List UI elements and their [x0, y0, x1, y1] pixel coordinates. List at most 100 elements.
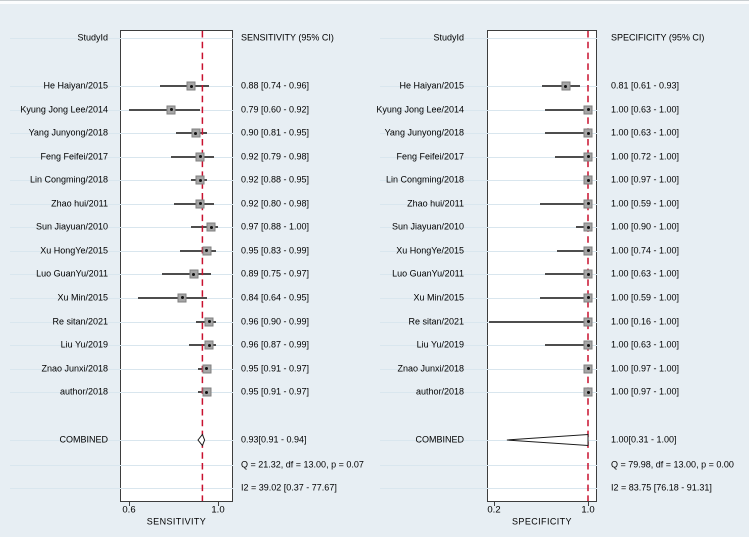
study-label: Liu Yu/2019	[60, 339, 108, 350]
grid-line	[380, 392, 597, 394]
grid-line	[380, 109, 597, 111]
grid-line	[10, 133, 233, 135]
x-axis-tick	[494, 502, 495, 506]
point-marker	[583, 222, 593, 232]
grid-line	[10, 180, 233, 182]
point-dot	[586, 131, 590, 135]
ci-line	[191, 226, 218, 229]
point-marker	[583, 293, 593, 303]
grid-line	[10, 38, 233, 39]
top-margin	[0, 0, 749, 4]
heterogeneity-q-text: Q = 79.98, df = 13.00, p = 0.00	[611, 459, 734, 470]
point-marker	[583, 269, 593, 279]
study-label: Kyung Jong Lee/2014	[20, 104, 108, 115]
ci-line	[555, 155, 588, 158]
study-label: He Haiyan/2015	[399, 80, 464, 91]
estimate-text: 1.00 [0.72 - 1.00]	[611, 151, 680, 162]
estimate-text: 1.00 [0.16 - 1.00]	[611, 316, 680, 326]
point-dot	[207, 343, 211, 347]
study-label: Re sitan/2021	[52, 316, 108, 326]
estimate-text: 1.00 [0.97 - 1.00]	[611, 386, 680, 397]
grid-line	[10, 156, 233, 158]
ci-line	[576, 226, 588, 229]
grid-line	[380, 86, 597, 87]
x-axis-tick-label: 1.0	[581, 504, 595, 516]
point-dot	[207, 320, 211, 323]
column-header-estimate: SENSITIVITY (95% CI)	[241, 32, 334, 43]
column-header-studyid: StudyId	[77, 32, 108, 43]
study-label: Lin Congming/2018	[385, 174, 464, 185]
column-header-studyid: StudyId	[433, 32, 464, 43]
grid-line	[380, 38, 597, 39]
grid-line	[380, 465, 597, 466]
study-label: Lin Congming/2018	[29, 174, 108, 185]
estimate-text: 0.89 [0.75 - 0.97]	[241, 268, 310, 279]
point-marker	[202, 246, 212, 256]
grid-line	[10, 392, 233, 394]
point-marker	[204, 317, 214, 326]
study-label: Feng Feifei/2017	[396, 151, 464, 162]
i-squared-text: I2 = 83.75 [76.18 - 91.31]	[611, 482, 712, 493]
grid-line	[10, 297, 233, 299]
estimate-text: 0.90 [0.81 - 0.95]	[241, 127, 310, 138]
ci-line	[542, 85, 580, 87]
estimate-text: 1.00 [0.97 - 1.00]	[611, 363, 680, 374]
x-axis-tick	[129, 502, 130, 506]
study-label: Sun Jiayuan/2010	[35, 221, 108, 232]
estimate-text: 0.95 [0.83 - 0.99]	[241, 245, 310, 256]
grid-line	[10, 86, 233, 87]
ci-line	[180, 249, 216, 252]
point-dot	[198, 155, 202, 159]
grid-line	[380, 227, 597, 229]
grid-line	[380, 488, 597, 489]
study-label: Yang Junyong/2018	[384, 127, 464, 138]
grid-line	[380, 440, 597, 441]
study-label: Feng Feifei/2017	[40, 151, 108, 162]
point-marker	[583, 317, 593, 326]
grid-line	[380, 321, 597, 323]
x-axis-title: SPECIFICITY	[512, 516, 572, 527]
grid-line	[380, 133, 597, 135]
grid-line	[10, 274, 233, 276]
point-dot	[586, 343, 590, 347]
ci-line	[162, 273, 212, 276]
grid-line	[10, 227, 233, 229]
point-dot	[586, 390, 590, 394]
x-axis-tick-label: 0.6	[122, 504, 136, 516]
grid-line	[380, 250, 597, 252]
study-label: author/2018	[415, 386, 464, 397]
estimate-text: 1.00 [0.90 - 1.00]	[611, 221, 680, 232]
point-dot	[189, 84, 193, 88]
study-label: Re sitan/2021	[408, 316, 464, 326]
estimate-text: 1.00 [0.97 - 1.00]	[611, 174, 680, 185]
grid-line	[380, 368, 597, 370]
grid-line	[10, 345, 233, 347]
estimate-text: 0.79 [0.60 - 0.92]	[241, 104, 310, 115]
ci-line	[544, 273, 588, 276]
grid-line	[10, 465, 233, 466]
point-dot	[205, 367, 209, 371]
grid-line	[380, 345, 597, 347]
combined-label: COMBINED	[415, 434, 464, 445]
grid-line	[10, 321, 233, 323]
combined-estimate-text: 1.00[0.31 - 1.00]	[611, 434, 677, 445]
column-header-estimate: SPECIFICITY (95% CI)	[611, 32, 705, 43]
point-dot	[192, 272, 196, 276]
point-marker	[202, 387, 212, 397]
point-marker	[583, 175, 593, 185]
point-marker	[583, 105, 593, 115]
x-axis-title: SENSITIVITY	[146, 516, 207, 527]
point-dot	[586, 178, 590, 182]
point-marker	[561, 81, 571, 91]
grid-line	[380, 203, 597, 205]
estimate-text: 1.00 [0.63 - 1.00]	[611, 104, 680, 115]
x-axis-tick-label: 0.2	[487, 504, 501, 516]
point-marker	[195, 199, 205, 209]
study-label: Zhao hui/2011	[51, 198, 108, 209]
estimate-text: 0.92 [0.88 - 0.95]	[241, 174, 310, 185]
point-marker	[583, 340, 593, 350]
x-axis-tick-label: 1.0	[211, 504, 225, 516]
estimate-text: 0.84 [0.64 - 0.95]	[241, 292, 310, 303]
point-marker	[583, 364, 593, 374]
estimate-text: 0.96 [0.90 - 0.99]	[241, 316, 310, 326]
